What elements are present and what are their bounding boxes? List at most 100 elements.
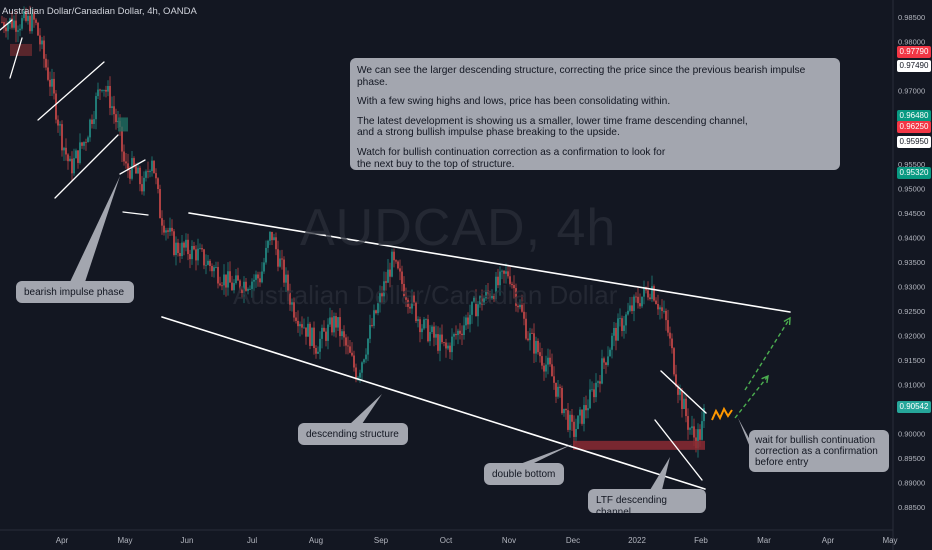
candle-body: [427, 319, 429, 342]
analysis-note[interactable]: We can see the larger descending structu…: [350, 58, 840, 170]
time-tick-label: Nov: [502, 536, 516, 545]
candle-body: [669, 332, 671, 339]
price-tag: 0.95320: [897, 166, 931, 179]
candle-body: [55, 93, 57, 120]
candle-body: [31, 13, 33, 32]
impulse-channel-base: [122, 211, 149, 216]
candle-body: [365, 354, 367, 360]
continuation-zigzag: [711, 406, 733, 421]
candle-body: [569, 414, 571, 430]
candle-body: [535, 340, 537, 354]
watermark-symbol: AUDCAD, 4h: [300, 199, 617, 257]
candle-body: [241, 289, 243, 293]
candle-body: [611, 335, 613, 350]
candle-body: [245, 281, 247, 291]
candle-body: [559, 386, 561, 388]
candle-body: [413, 295, 415, 303]
candle-body: [287, 274, 289, 293]
candle-body: [425, 319, 427, 321]
candle-body: [297, 320, 299, 327]
impulse-line-b: [9, 37, 23, 79]
candle-body: [633, 296, 635, 312]
candle-body: [659, 307, 661, 310]
candle-body: [351, 352, 353, 356]
callout-ltf-channel[interactable]: LTF descending channel: [588, 489, 706, 518]
candle-body: [271, 231, 273, 241]
candle-body: [643, 287, 645, 297]
candle-body: [3, 22, 5, 28]
candle-body: [273, 237, 275, 241]
candle-body: [381, 293, 383, 297]
candle-body: [155, 173, 157, 179]
candle-body: [255, 274, 257, 280]
candle-body: [653, 286, 655, 301]
candle-body: [533, 333, 535, 354]
chart-header-title[interactable]: Australian Dollar/Canadian Dollar, 4h, O…: [2, 6, 197, 17]
candle-body: [671, 338, 673, 349]
candle-body: [341, 331, 343, 337]
candle-body: [135, 166, 137, 174]
candle-body: [243, 281, 245, 293]
candle-body: [431, 326, 433, 333]
candle-body: [125, 161, 127, 164]
candle-body: [637, 296, 639, 304]
pointer-wait: [738, 418, 752, 452]
price-tick-label: 0.95500: [898, 160, 925, 169]
candle-body: [165, 230, 167, 233]
time-tick-label: Mar: [757, 536, 771, 545]
candle-body: [17, 30, 19, 32]
candle-body: [261, 271, 263, 283]
projection-arrow-2: [744, 317, 791, 391]
price-tick-label: 0.89000: [898, 479, 925, 488]
candle-body: [581, 409, 583, 424]
candle-body: [673, 348, 675, 375]
candle-body: [555, 382, 557, 397]
candle-body: [473, 297, 475, 302]
candle-body: [147, 171, 149, 173]
candle-body: [347, 345, 349, 347]
callout-wait-for-continuation[interactable]: wait for bullish continuation correction…: [749, 430, 889, 472]
callout-double-bottom[interactable]: double bottom: [484, 463, 564, 485]
projection-arrow-1: [734, 375, 769, 419]
candle-body: [281, 258, 283, 260]
price-tick-label: 0.97000: [898, 87, 925, 96]
candle-body: [593, 389, 595, 398]
candle-body: [563, 408, 565, 414]
candle-body: [453, 333, 455, 337]
candle-body: [393, 251, 395, 261]
candle-body: [221, 285, 223, 287]
price-tick-label: 0.94500: [898, 209, 925, 218]
candle-body: [567, 410, 569, 430]
candle-body: [689, 428, 691, 430]
candle-body: [145, 171, 147, 178]
candle-body: [325, 331, 327, 341]
candle-body: [143, 177, 145, 192]
candle-body: [293, 302, 295, 318]
candle-body: [193, 245, 195, 250]
candle-body: [235, 275, 237, 284]
callout-descending-structure[interactable]: descending structure: [298, 423, 408, 445]
time-tick-label: Jul: [247, 536, 257, 545]
impulse-channel-upper: [37, 61, 105, 121]
candle-body: [279, 258, 281, 267]
candle-body: [329, 317, 331, 325]
callout-bearish-impulse[interactable]: bearish impulse phase: [16, 281, 134, 303]
candle-body: [691, 426, 693, 429]
candle-body: [103, 89, 105, 91]
candle-body: [389, 269, 391, 277]
candle-body: [59, 124, 61, 126]
candle-body: [53, 78, 55, 94]
candle-body: [663, 310, 665, 312]
candle-body: [321, 327, 323, 339]
candle-body: [19, 28, 21, 31]
price-tick-label: 0.89500: [898, 454, 925, 463]
candle-body: [539, 352, 541, 357]
candle-body: [205, 264, 207, 266]
candle-body: [479, 296, 481, 305]
candle-body: [377, 303, 379, 314]
candle-body: [493, 295, 495, 300]
candle-body: [337, 317, 339, 328]
candle-body: [197, 248, 199, 261]
watermark-description: Australian Dollar/Canadian Dollar: [233, 280, 618, 310]
